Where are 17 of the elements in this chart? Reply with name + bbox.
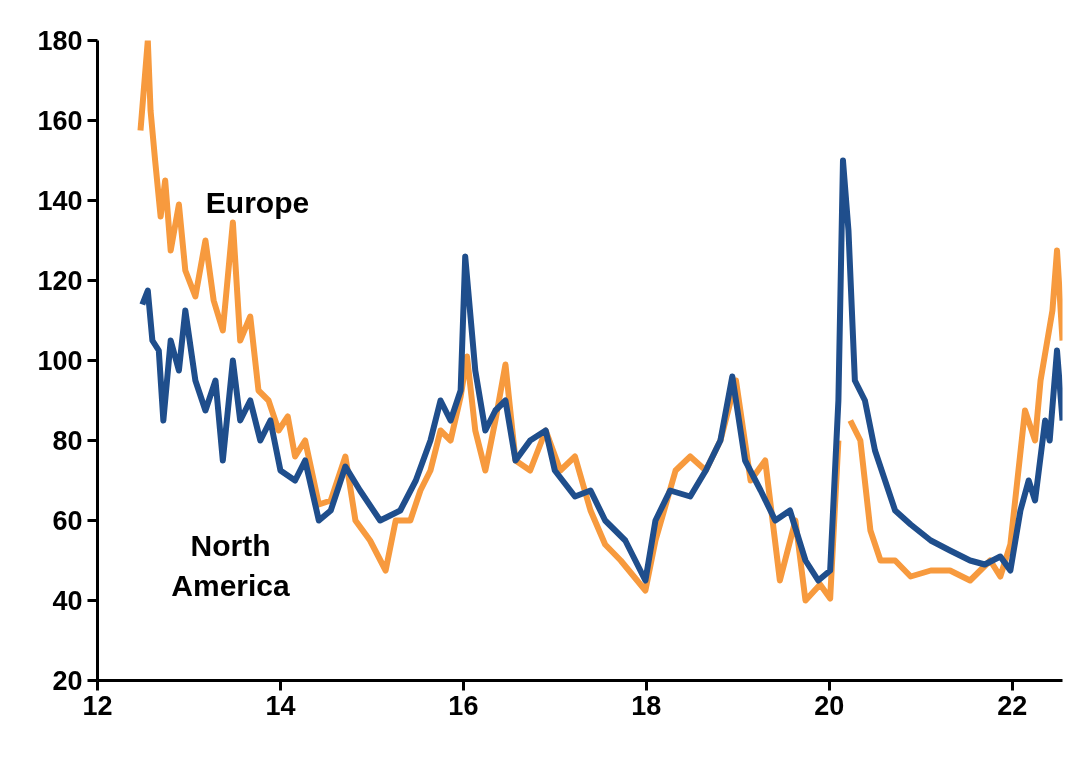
y-tick-label: 80 [52, 426, 83, 456]
y-tick-label: 140 [37, 186, 83, 216]
y-tick-label: 40 [52, 586, 83, 616]
x-tick-label: 22 [997, 690, 1028, 721]
x-tick-label: 20 [814, 690, 845, 721]
y-tick-label: 100 [37, 346, 83, 376]
y-tick-label: 120 [37, 266, 83, 296]
x-tick-label: 16 [448, 690, 479, 721]
x-tick-label: 14 [265, 690, 296, 721]
series-label: North America [171, 529, 291, 602]
x-tick-label: 18 [631, 690, 662, 721]
y-tick-label: 60 [52, 506, 83, 536]
series-label: Europe [205, 186, 310, 219]
y-tick-label: 160 [37, 106, 83, 136]
y-tick-label: 20 [52, 666, 83, 696]
y-tick-label: 180 [37, 26, 83, 56]
x-tick-label: 12 [82, 690, 113, 721]
